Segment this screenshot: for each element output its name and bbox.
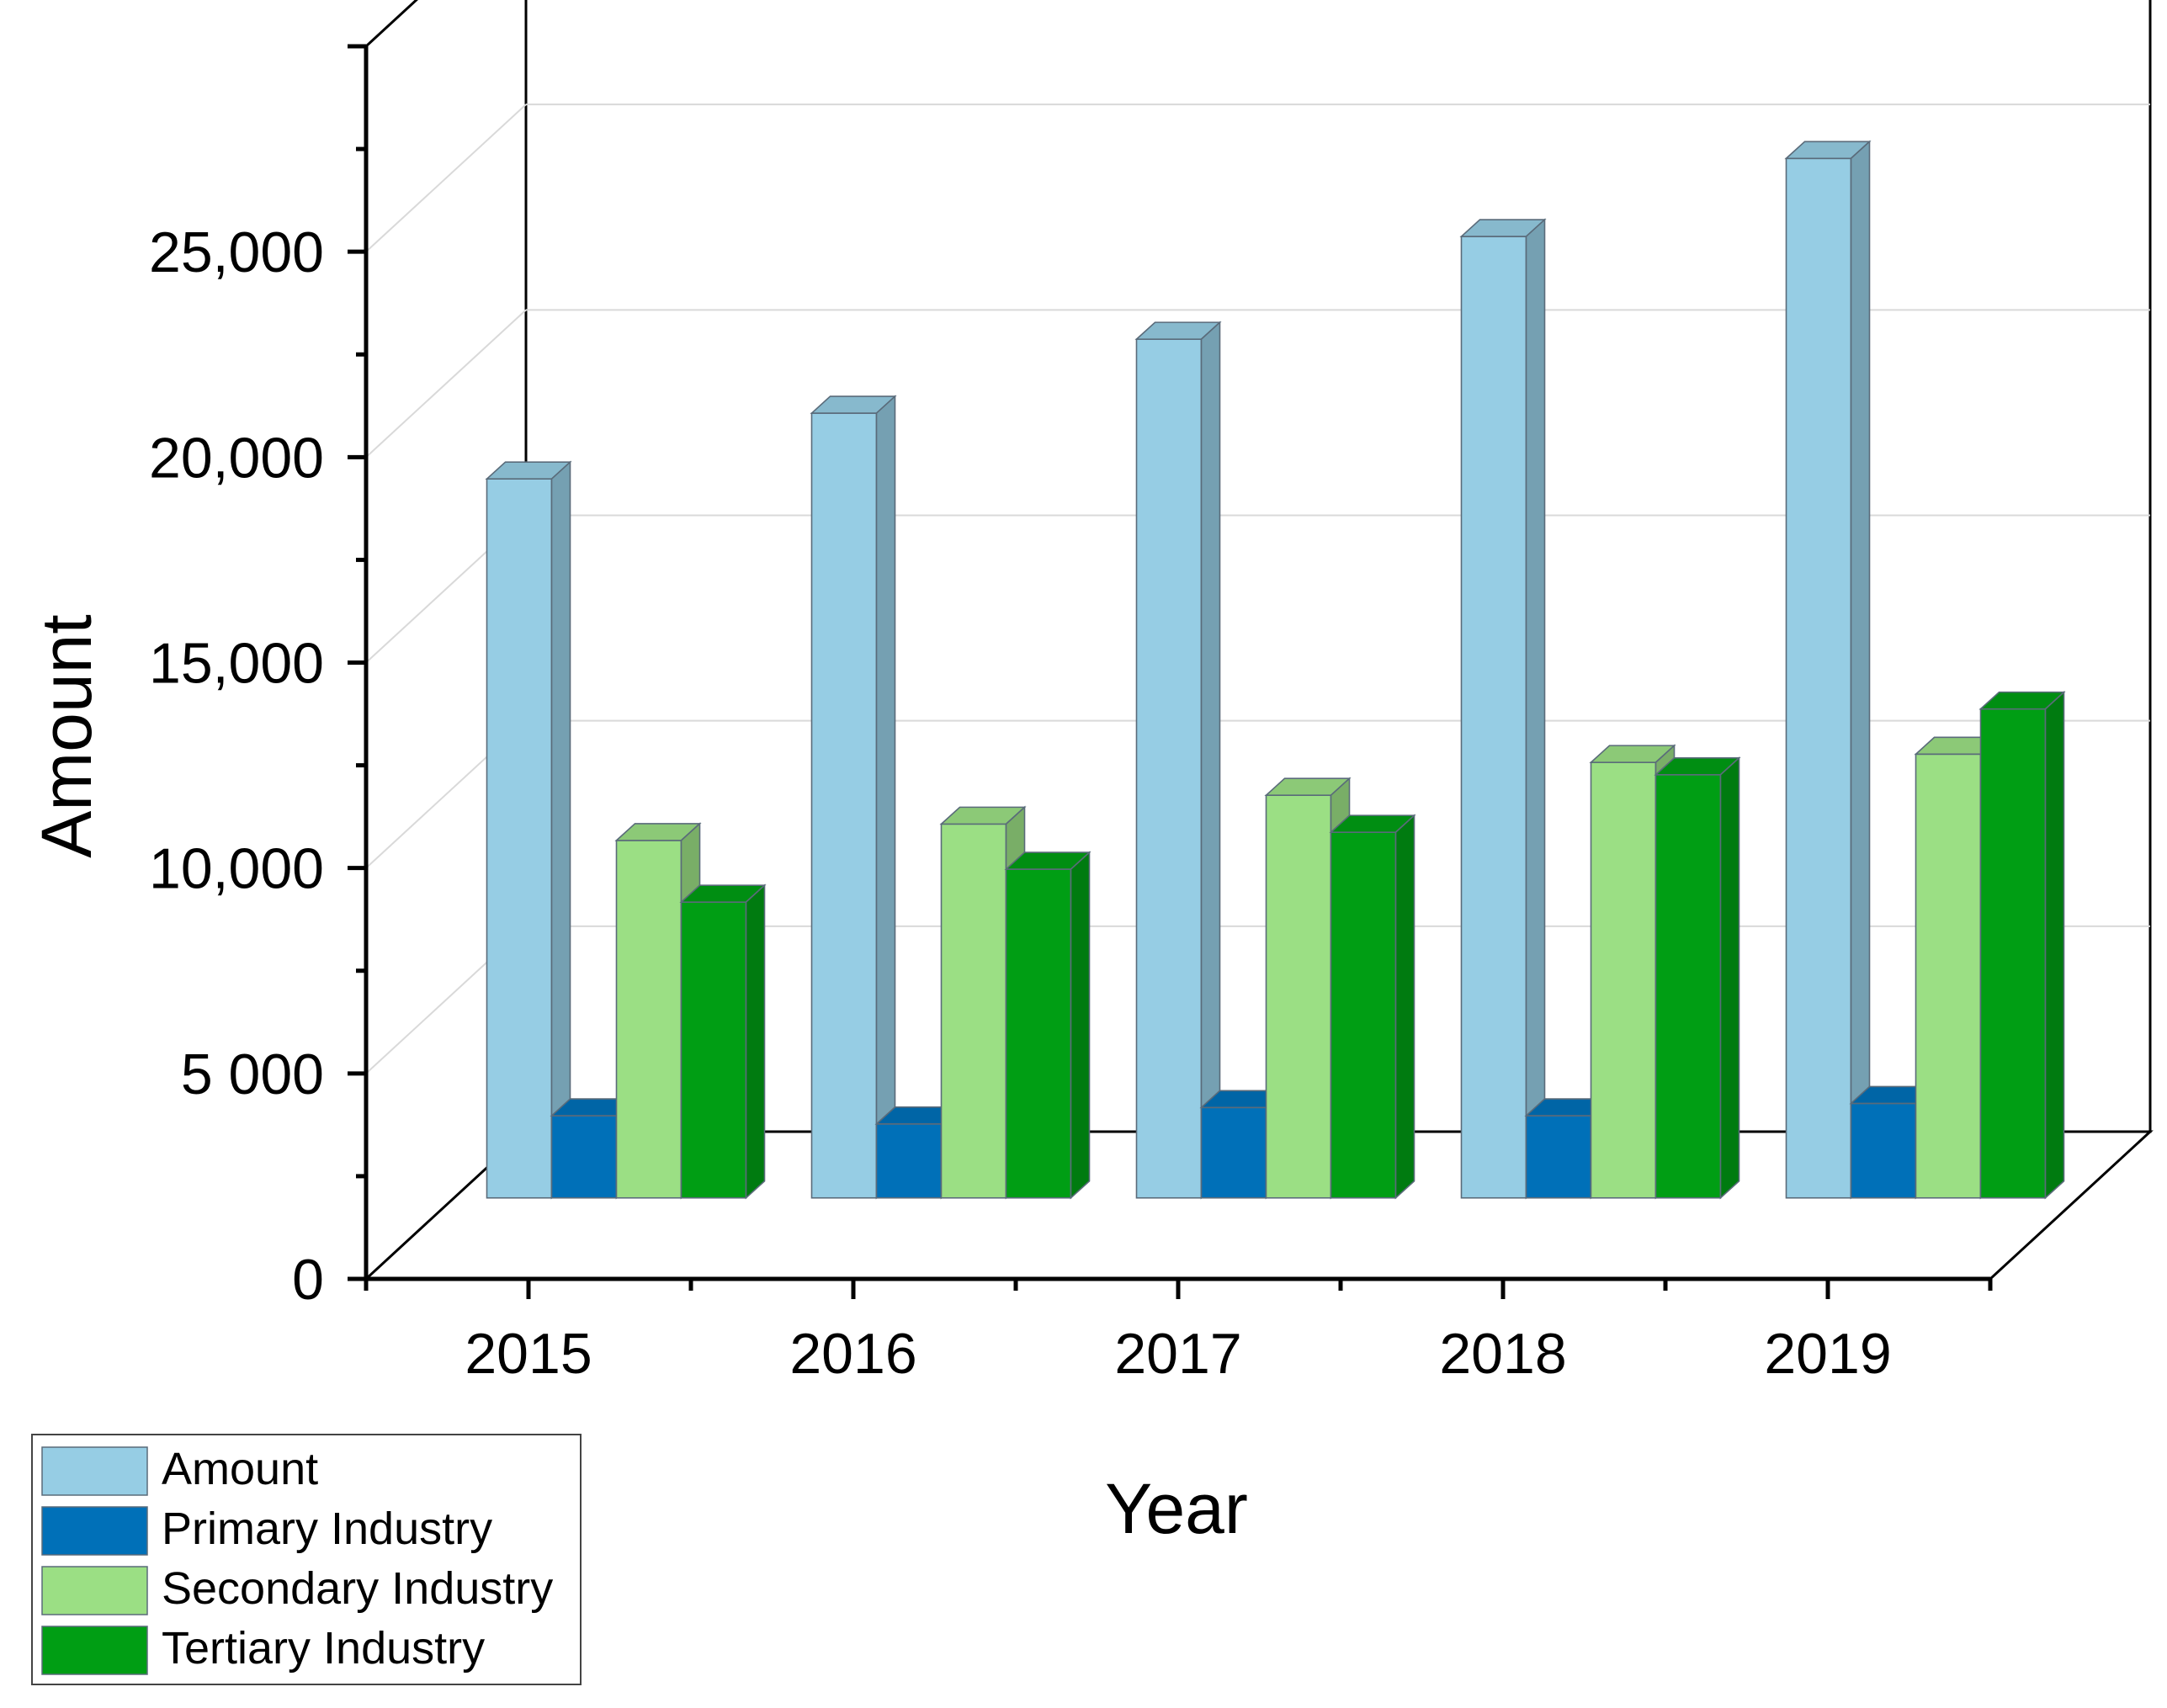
- y-axis-title: Amount: [27, 614, 106, 858]
- bar-front: [1850, 1102, 1917, 1199]
- bar-front: [1330, 831, 1397, 1199]
- x-tick-label: 2018: [1439, 1322, 1566, 1386]
- bar-front: [1265, 794, 1332, 1199]
- bar-front: [1785, 157, 1852, 1199]
- bar-front: [615, 840, 682, 1199]
- bar-front: [1525, 1115, 1592, 1199]
- bar: [1329, 814, 1416, 1200]
- legend-label: Primary Industry: [162, 1504, 492, 1554]
- bar: [810, 395, 897, 1200]
- bar-side: [1070, 851, 1091, 1200]
- bar-front: [1135, 338, 1203, 1199]
- axes: 0 5 000 10,000 15,000 20,000 25,000 2015 2016 20…: [149, 44, 1993, 1386]
- bar: [1004, 851, 1091, 1200]
- side-wall-edge: [364, 0, 418, 48]
- bar: [1134, 321, 1222, 1200]
- bar-front: [1590, 761, 1657, 1199]
- y-tick-label: 20,000: [149, 426, 324, 490]
- legend-swatch: [41, 1626, 148, 1675]
- bar-front: [810, 412, 878, 1199]
- bar-side: [1719, 756, 1740, 1200]
- bar: [1654, 756, 1741, 1200]
- bar: [1784, 140, 1872, 1200]
- bar-front: [1979, 708, 2047, 1199]
- legend-swatch: [41, 1506, 148, 1556]
- bar: [1978, 690, 2066, 1200]
- bar: [1459, 218, 1547, 1200]
- legend-label: Tertiary Industry: [162, 1623, 485, 1674]
- bar-side: [1525, 218, 1546, 1200]
- bar-front: [486, 478, 553, 1199]
- bar-side: [1394, 814, 1415, 1200]
- legend-label: Secondary Industry: [162, 1563, 553, 1614]
- bar-front: [1460, 236, 1527, 1199]
- bar-front: [1200, 1106, 1267, 1199]
- bar-front: [1654, 773, 1722, 1199]
- side-gridline: [365, 103, 527, 252]
- bar-side: [875, 395, 896, 1200]
- legend-label: Amount: [162, 1444, 318, 1494]
- x-tick-label: 2017: [1114, 1322, 1241, 1386]
- bar: [679, 883, 767, 1200]
- legend-swatch: [41, 1446, 148, 1496]
- bar-side: [550, 460, 571, 1200]
- y-tick-label: 15,000: [149, 632, 324, 696]
- x-tick-label: 2015: [465, 1322, 592, 1386]
- bar-front: [940, 823, 1007, 1199]
- side-gridline: [365, 309, 527, 459]
- bar-side: [2044, 690, 2065, 1200]
- x-tick-label: 2019: [1764, 1322, 1891, 1386]
- legend-swatch: [41, 1566, 148, 1615]
- bar-side: [1200, 321, 1221, 1200]
- bar-side: [745, 883, 766, 1200]
- y-tick-label: 25,000: [149, 220, 324, 284]
- bar-side: [1850, 140, 1871, 1200]
- x-tick-label: 2016: [789, 1322, 916, 1386]
- x-axis-title: Year: [1105, 1469, 1248, 1548]
- bars: [485, 140, 2066, 1200]
- bar-front: [875, 1123, 943, 1199]
- legend: Amount Primary Industry Secondary Industry…: [31, 1434, 582, 1685]
- y-tick-label: 0: [292, 1248, 324, 1312]
- bar-front: [1915, 753, 1982, 1199]
- bar-front: [550, 1115, 618, 1199]
- y-tick-label: 10,000: [149, 837, 324, 901]
- bar: [485, 460, 572, 1200]
- bar-front: [680, 901, 747, 1199]
- bar-front: [1005, 868, 1072, 1199]
- y-tick-label: 5 000: [181, 1042, 324, 1106]
